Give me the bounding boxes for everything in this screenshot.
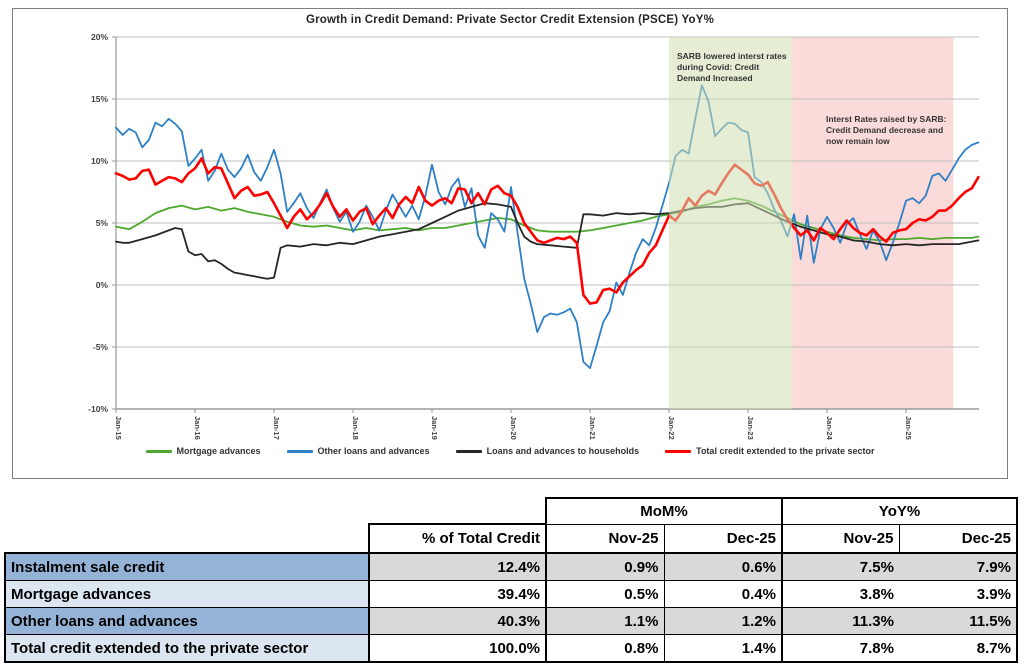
svg-text:15%: 15% bbox=[91, 94, 108, 104]
svg-text:Jan-23: Jan-23 bbox=[746, 416, 755, 440]
svg-text:Jan-20: Jan-20 bbox=[509, 416, 518, 440]
svg-text:0%: 0% bbox=[96, 280, 109, 290]
table-row: Instalment sale credit 12.4% 0.9% 0.6% 7.5% 7… bbox=[4, 552, 1018, 581]
col-header-mom-nov: Nov-25 bbox=[545, 524, 665, 554]
legend-label: Mortgage advances bbox=[176, 446, 261, 456]
pct-of-total-cell: 39.4% bbox=[369, 580, 547, 608]
annotation-rate-hike: Interst Rates raised by SARB: Credit Dem… bbox=[826, 114, 947, 147]
yoy-dec-cell: 8.7% bbox=[899, 634, 1018, 663]
legend-item: Total credit extended to the private sec… bbox=[665, 446, 874, 456]
row-label-cell: Total credit extended to the private sec… bbox=[4, 634, 370, 663]
svg-text:10%: 10% bbox=[91, 156, 108, 166]
mom-dec-cell: 1.4% bbox=[664, 634, 783, 663]
yoy-dec-cell: 11.5% bbox=[899, 607, 1018, 635]
pct-of-total-cell: 100.0% bbox=[369, 634, 547, 663]
svg-text:Jan-19: Jan-19 bbox=[430, 416, 439, 440]
svg-text:-5%: -5% bbox=[93, 342, 109, 352]
svg-text:Jan-15: Jan-15 bbox=[114, 416, 123, 440]
col-header-yoy-nov: Nov-25 bbox=[781, 524, 900, 554]
legend-swatch-line bbox=[145, 449, 172, 453]
mom-dec-cell: 1.2% bbox=[664, 607, 783, 635]
group-header-yoy: YoY% bbox=[781, 497, 1018, 525]
legend-item: Mortgage advances bbox=[145, 446, 261, 456]
svg-text:Jan-24: Jan-24 bbox=[825, 416, 834, 441]
pct-of-total-cell: 40.3% bbox=[369, 607, 547, 635]
col-header-yoy-dec: Dec-25 bbox=[899, 524, 1018, 554]
pct-of-total-cell: 12.4% bbox=[369, 552, 547, 581]
row-label-cell: Mortgage advances bbox=[4, 580, 370, 608]
svg-text:Jan-21: Jan-21 bbox=[588, 416, 597, 440]
yoy-dec-cell: 7.9% bbox=[899, 552, 1018, 581]
row-label-cell: Other loans and advances bbox=[4, 607, 370, 635]
legend-label: Total credit extended to the private sec… bbox=[696, 446, 875, 456]
legend-swatch-line bbox=[455, 449, 482, 453]
legend-swatch-line bbox=[665, 449, 692, 453]
psce-line-chart: 20% 15% 10% 5% 0% -5% -10% Jan-15 Jan-16 Jan-17 Ja… bbox=[88, 32, 980, 441]
svg-text:Jan-17: Jan-17 bbox=[272, 416, 281, 440]
svg-text:Jan-18: Jan-18 bbox=[351, 416, 360, 440]
mom-nov-cell: 1.1% bbox=[545, 607, 665, 635]
yoy-nov-cell: 7.5% bbox=[781, 552, 899, 581]
mom-nov-cell: 0.8% bbox=[545, 634, 665, 663]
legend-swatch-line bbox=[286, 449, 313, 453]
yoy-nov-cell: 7.8% bbox=[781, 634, 899, 663]
table-row: Total credit extended to the private sec… bbox=[4, 634, 1018, 663]
table-corner-blank bbox=[5, 498, 546, 524]
svg-text:20%: 20% bbox=[91, 32, 108, 42]
table-row: Mortgage advances 39.4% 0.5% 0.4% 3.8% 3.9% bbox=[4, 580, 1018, 608]
legend-label: Loans and advances to households bbox=[486, 446, 640, 456]
chart-title: Growth in Credit Demand: Private Sector … bbox=[305, 14, 715, 26]
credit-summary-table: MoM% YoY% % of Total Credit Nov-25 Dec-2… bbox=[4, 497, 1018, 663]
legend-item: Other loans and advances bbox=[286, 446, 430, 456]
table-blank-cell bbox=[5, 524, 369, 553]
psce-chart-panel: Growth in Credit Demand: Private Sector … bbox=[12, 8, 1008, 479]
yoy-dec-cell: 3.9% bbox=[899, 580, 1018, 608]
svg-text:5%: 5% bbox=[96, 218, 109, 228]
col-header-pct-of-total: % of Total Credit bbox=[368, 523, 547, 554]
mom-nov-cell: 0.9% bbox=[545, 552, 665, 581]
mom-dec-cell: 0.4% bbox=[664, 580, 783, 608]
mom-dec-cell: 0.6% bbox=[664, 552, 783, 581]
chart-legend: Mortgage advances Other loans and advance… bbox=[13, 446, 1007, 456]
legend-item: Loans and advances to households bbox=[455, 446, 640, 456]
svg-text:Jan-22: Jan-22 bbox=[667, 416, 676, 440]
yoy-nov-cell: 3.8% bbox=[781, 580, 899, 608]
annotation-covid-rate-cut: SARB lowered interst rates during Covid:… bbox=[677, 51, 787, 84]
svg-text:Jan-25: Jan-25 bbox=[904, 416, 913, 440]
legend-label: Other loans and advances bbox=[317, 446, 430, 456]
svg-text:-10%: -10% bbox=[88, 404, 108, 414]
col-header-mom-dec: Dec-25 bbox=[664, 524, 783, 554]
mom-nov-cell: 0.5% bbox=[545, 580, 665, 608]
svg-text:Jan-16: Jan-16 bbox=[193, 416, 202, 440]
row-label-cell: Instalment sale credit bbox=[4, 552, 370, 581]
yoy-nov-cell: 11.3% bbox=[781, 607, 899, 635]
group-header-mom: MoM% bbox=[545, 497, 783, 525]
table-row: Other loans and advances 40.3% 1.1% 1.2% 11.… bbox=[4, 607, 1018, 635]
